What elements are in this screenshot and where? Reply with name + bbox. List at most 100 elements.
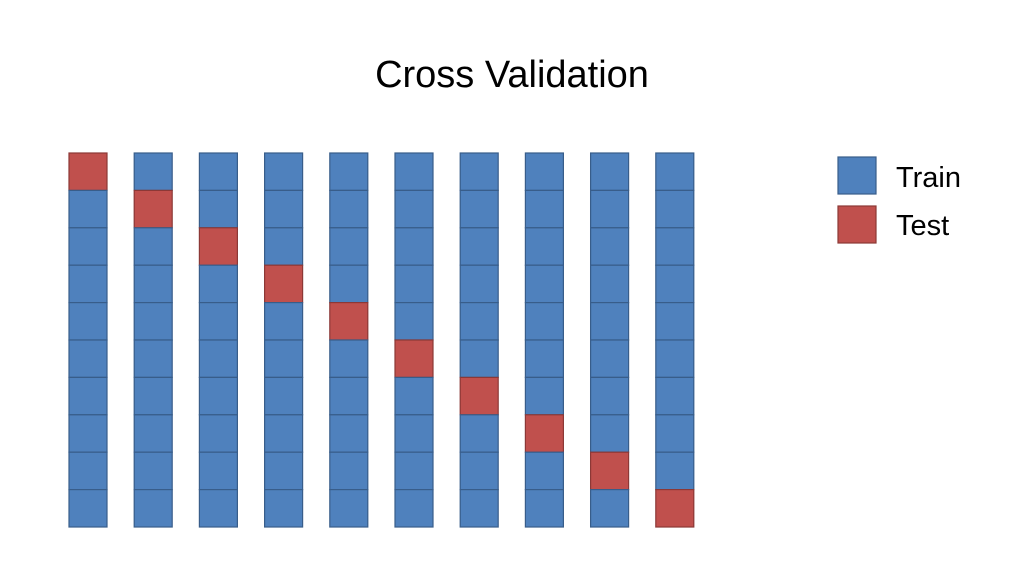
train-cell-fold-6-row-1 — [394, 152, 434, 192]
train-cell-fold-5-row-3 — [329, 227, 369, 266]
train-cell-fold-7-row-8 — [459, 414, 499, 453]
train-cell-fold-2-row-10 — [133, 489, 173, 528]
test-cell-fold-2-row-2 — [133, 189, 173, 229]
fold-column-1 — [68, 152, 108, 528]
train-cell-fold-9-row-7 — [589, 376, 630, 416]
legend-train-label: Train — [896, 162, 961, 194]
train-cell-fold-5-row-8 — [329, 414, 369, 453]
train-cell-fold-7-row-4 — [459, 264, 499, 304]
train-cell-fold-3-row-7 — [198, 376, 238, 416]
train-cell-fold-8-row-5 — [524, 302, 565, 341]
fold-column-3 — [198, 152, 238, 528]
test-cell-fold-9-row-9 — [589, 451, 630, 491]
train-cell-fold-6-row-8 — [394, 414, 434, 453]
train-cell-fold-6-row-7 — [394, 376, 434, 416]
train-cell-fold-7-row-10 — [459, 489, 499, 528]
train-cell-fold-10-row-3 — [655, 227, 695, 266]
train-cell-fold-1-row-3 — [68, 227, 108, 266]
train-cell-fold-10-row-9 — [655, 451, 695, 491]
train-cell-fold-10-row-8 — [655, 414, 695, 453]
train-cell-fold-3-row-10 — [198, 489, 238, 528]
test-cell-fold-6-row-6 — [394, 339, 434, 379]
train-cell-fold-1-row-7 — [68, 376, 108, 416]
train-cell-fold-1-row-6 — [68, 339, 108, 379]
train-cell-fold-7-row-2 — [459, 189, 499, 229]
train-cell-fold-10-row-7 — [655, 376, 695, 416]
fold-column-6 — [394, 152, 434, 528]
train-cell-fold-8-row-4 — [524, 264, 565, 304]
train-cell-fold-3-row-6 — [198, 339, 238, 379]
train-cell-fold-4-row-9 — [264, 451, 304, 491]
train-cell-fold-9-row-2 — [589, 189, 630, 229]
train-cell-fold-6-row-3 — [394, 227, 434, 266]
train-cell-fold-8-row-1 — [524, 152, 565, 192]
train-cell-fold-2-row-1 — [133, 152, 173, 192]
train-cell-fold-5-row-6 — [329, 339, 369, 379]
train-cell-fold-9-row-10 — [589, 489, 630, 528]
train-cell-fold-6-row-4 — [394, 264, 434, 304]
train-cell-fold-7-row-9 — [459, 451, 499, 491]
train-cell-fold-5-row-10 — [329, 489, 369, 528]
train-cell-fold-9-row-8 — [589, 414, 630, 453]
train-cell-fold-1-row-4 — [68, 264, 108, 304]
train-cell-fold-6-row-2 — [394, 189, 434, 229]
train-cell-fold-4-row-1 — [264, 152, 304, 192]
train-cell-fold-2-row-6 — [133, 339, 173, 379]
test-cell-fold-5-row-5 — [329, 302, 369, 341]
train-cell-fold-3-row-4 — [198, 264, 238, 304]
train-cell-fold-5-row-2 — [329, 189, 369, 229]
train-cell-fold-5-row-7 — [329, 376, 369, 416]
legend-train-swatch — [837, 156, 877, 195]
train-cell-fold-9-row-6 — [589, 339, 630, 379]
test-cell-fold-8-row-8 — [524, 414, 565, 453]
train-cell-fold-8-row-2 — [524, 189, 565, 229]
train-cell-fold-4-row-3 — [264, 227, 304, 266]
train-cell-fold-4-row-6 — [264, 339, 304, 379]
train-cell-fold-8-row-3 — [524, 227, 565, 266]
fold-column-8 — [524, 152, 565, 528]
train-cell-fold-7-row-5 — [459, 302, 499, 341]
train-cell-fold-10-row-2 — [655, 189, 695, 229]
train-cell-fold-8-row-10 — [524, 489, 565, 528]
train-cell-fold-2-row-5 — [133, 302, 173, 341]
train-cell-fold-4-row-10 — [264, 489, 304, 528]
train-cell-fold-4-row-7 — [264, 376, 304, 416]
fold-column-2 — [133, 152, 173, 528]
train-cell-fold-1-row-8 — [68, 414, 108, 453]
train-cell-fold-10-row-4 — [655, 264, 695, 304]
train-cell-fold-2-row-4 — [133, 264, 173, 304]
train-cell-fold-5-row-1 — [329, 152, 369, 192]
train-cell-fold-3-row-2 — [198, 189, 238, 229]
train-cell-fold-1-row-5 — [68, 302, 108, 341]
train-cell-fold-2-row-9 — [133, 451, 173, 491]
train-cell-fold-7-row-1 — [459, 152, 499, 192]
train-cell-fold-4-row-2 — [264, 189, 304, 229]
fold-column-4 — [264, 152, 304, 528]
fold-column-9 — [589, 152, 630, 528]
fold-column-10 — [655, 152, 695, 528]
train-cell-fold-5-row-4 — [329, 264, 369, 304]
train-cell-fold-4-row-8 — [264, 414, 304, 453]
train-cell-fold-3-row-9 — [198, 451, 238, 491]
train-cell-fold-7-row-6 — [459, 339, 499, 379]
train-cell-fold-6-row-9 — [394, 451, 434, 491]
fold-column-5 — [329, 152, 369, 528]
train-cell-fold-4-row-5 — [264, 302, 304, 341]
test-cell-fold-4-row-4 — [264, 264, 304, 304]
train-cell-fold-9-row-5 — [589, 302, 630, 341]
train-cell-fold-9-row-4 — [589, 264, 630, 304]
fold-column-7 — [459, 152, 499, 528]
train-cell-fold-8-row-9 — [524, 451, 565, 491]
train-cell-fold-5-row-9 — [329, 451, 369, 491]
train-cell-fold-6-row-5 — [394, 302, 434, 341]
train-cell-fold-9-row-3 — [589, 227, 630, 266]
train-cell-fold-10-row-6 — [655, 339, 695, 379]
test-cell-fold-10-row-10 — [655, 489, 695, 528]
test-cell-fold-3-row-3 — [198, 227, 238, 266]
train-cell-fold-2-row-3 — [133, 227, 173, 266]
slide-title: Cross Validation — [375, 54, 649, 96]
train-cell-fold-1-row-2 — [68, 189, 108, 229]
train-cell-fold-3-row-8 — [198, 414, 238, 453]
